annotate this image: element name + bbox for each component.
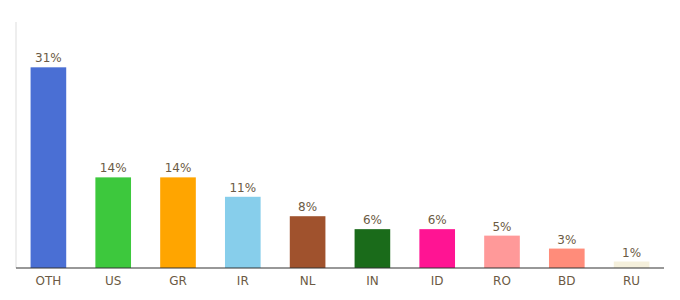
x-tick-label: OTH (35, 274, 61, 288)
x-tick-label: RO (493, 274, 511, 288)
bar (160, 177, 196, 268)
y-axis-line (16, 22, 17, 268)
data-label: 31% (35, 51, 62, 65)
x-axis-line (16, 267, 664, 268)
x-tick-label: IN (366, 274, 379, 288)
bar (549, 249, 585, 268)
data-label: 1% (622, 246, 641, 260)
bar (31, 67, 67, 268)
chart: 31% 14% 14% 11% 8% 6% 6% 5% 3% 1% OTH US GR IR NL IN ID R… (0, 0, 680, 300)
x-tick-label: RU (623, 274, 640, 288)
bar (614, 262, 650, 268)
chart-container: 31% 14% 14% 11% 8% 6% 6% 5% 3% 1% OTH US GR IR NL IN ID R… (0, 0, 680, 300)
x-tick-label: IR (237, 274, 249, 288)
x-axis: OTH US GR IR NL IN ID RO BD RU (35, 274, 640, 288)
x-tick-label: US (105, 274, 121, 288)
x-tick-label: NL (300, 274, 316, 288)
data-label: 6% (363, 213, 382, 227)
data-label: 14% (165, 161, 192, 175)
bar (290, 216, 326, 268)
bar (484, 236, 520, 268)
x-tick-label: GR (169, 274, 187, 288)
bar (355, 229, 391, 268)
bar (95, 177, 131, 268)
data-label: 11% (229, 181, 256, 195)
bars (31, 67, 650, 268)
data-labels: 31% 14% 14% 11% 8% 6% 6% 5% 3% 1% (35, 51, 641, 259)
data-label: 8% (298, 200, 317, 214)
data-label: 3% (557, 233, 576, 247)
bar (419, 229, 455, 268)
x-tick-label: BD (558, 274, 575, 288)
x-tick-label: ID (431, 274, 444, 288)
data-label: 5% (492, 220, 511, 234)
data-label: 14% (100, 161, 127, 175)
data-label: 6% (428, 213, 447, 227)
bar (225, 197, 261, 268)
